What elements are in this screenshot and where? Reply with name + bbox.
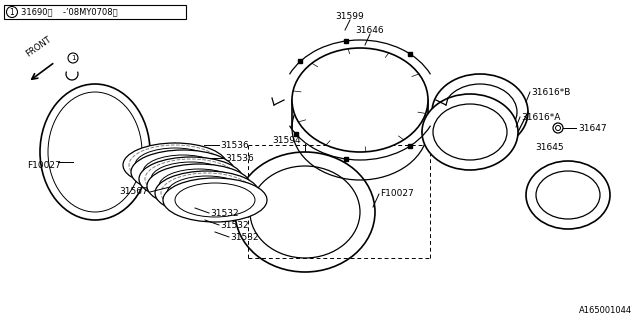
Ellipse shape <box>433 104 507 160</box>
Ellipse shape <box>147 164 251 208</box>
Text: FRONT: FRONT <box>24 35 53 59</box>
Ellipse shape <box>167 176 247 210</box>
Text: F10027: F10027 <box>380 189 413 198</box>
Text: 31532: 31532 <box>220 220 248 229</box>
Text: F10027: F10027 <box>27 161 61 170</box>
Ellipse shape <box>135 148 215 182</box>
Text: 31599: 31599 <box>335 12 364 20</box>
Text: A165001044: A165001044 <box>579 306 632 315</box>
Text: 31645: 31645 <box>536 142 564 151</box>
Ellipse shape <box>443 84 517 140</box>
Text: 31690（    -’08MY0708）: 31690（ -’08MY0708） <box>21 7 118 17</box>
Text: 31536: 31536 <box>225 154 253 163</box>
Text: 31532: 31532 <box>210 209 239 218</box>
Ellipse shape <box>123 143 227 187</box>
Ellipse shape <box>143 155 223 189</box>
Circle shape <box>553 123 563 133</box>
Ellipse shape <box>139 157 243 201</box>
Text: 31567: 31567 <box>119 188 148 196</box>
Ellipse shape <box>422 94 518 170</box>
Text: 31536: 31536 <box>220 140 249 149</box>
Circle shape <box>68 53 78 63</box>
Ellipse shape <box>151 162 231 196</box>
Circle shape <box>6 6 17 18</box>
Text: 31594: 31594 <box>273 135 301 145</box>
Text: 31647: 31647 <box>578 124 607 132</box>
Bar <box>4 5 186 19</box>
Text: 31616*B: 31616*B <box>531 87 570 97</box>
Text: 1: 1 <box>71 55 76 61</box>
Ellipse shape <box>159 169 239 203</box>
Text: 31646: 31646 <box>356 26 384 35</box>
Text: 31532: 31532 <box>230 233 259 242</box>
Ellipse shape <box>131 150 235 194</box>
Ellipse shape <box>155 171 259 215</box>
Ellipse shape <box>175 183 255 217</box>
Ellipse shape <box>432 74 528 150</box>
Text: 31616*A: 31616*A <box>521 113 561 122</box>
Text: 1: 1 <box>10 7 14 17</box>
Ellipse shape <box>292 48 428 152</box>
Circle shape <box>556 125 561 131</box>
Ellipse shape <box>163 178 267 222</box>
